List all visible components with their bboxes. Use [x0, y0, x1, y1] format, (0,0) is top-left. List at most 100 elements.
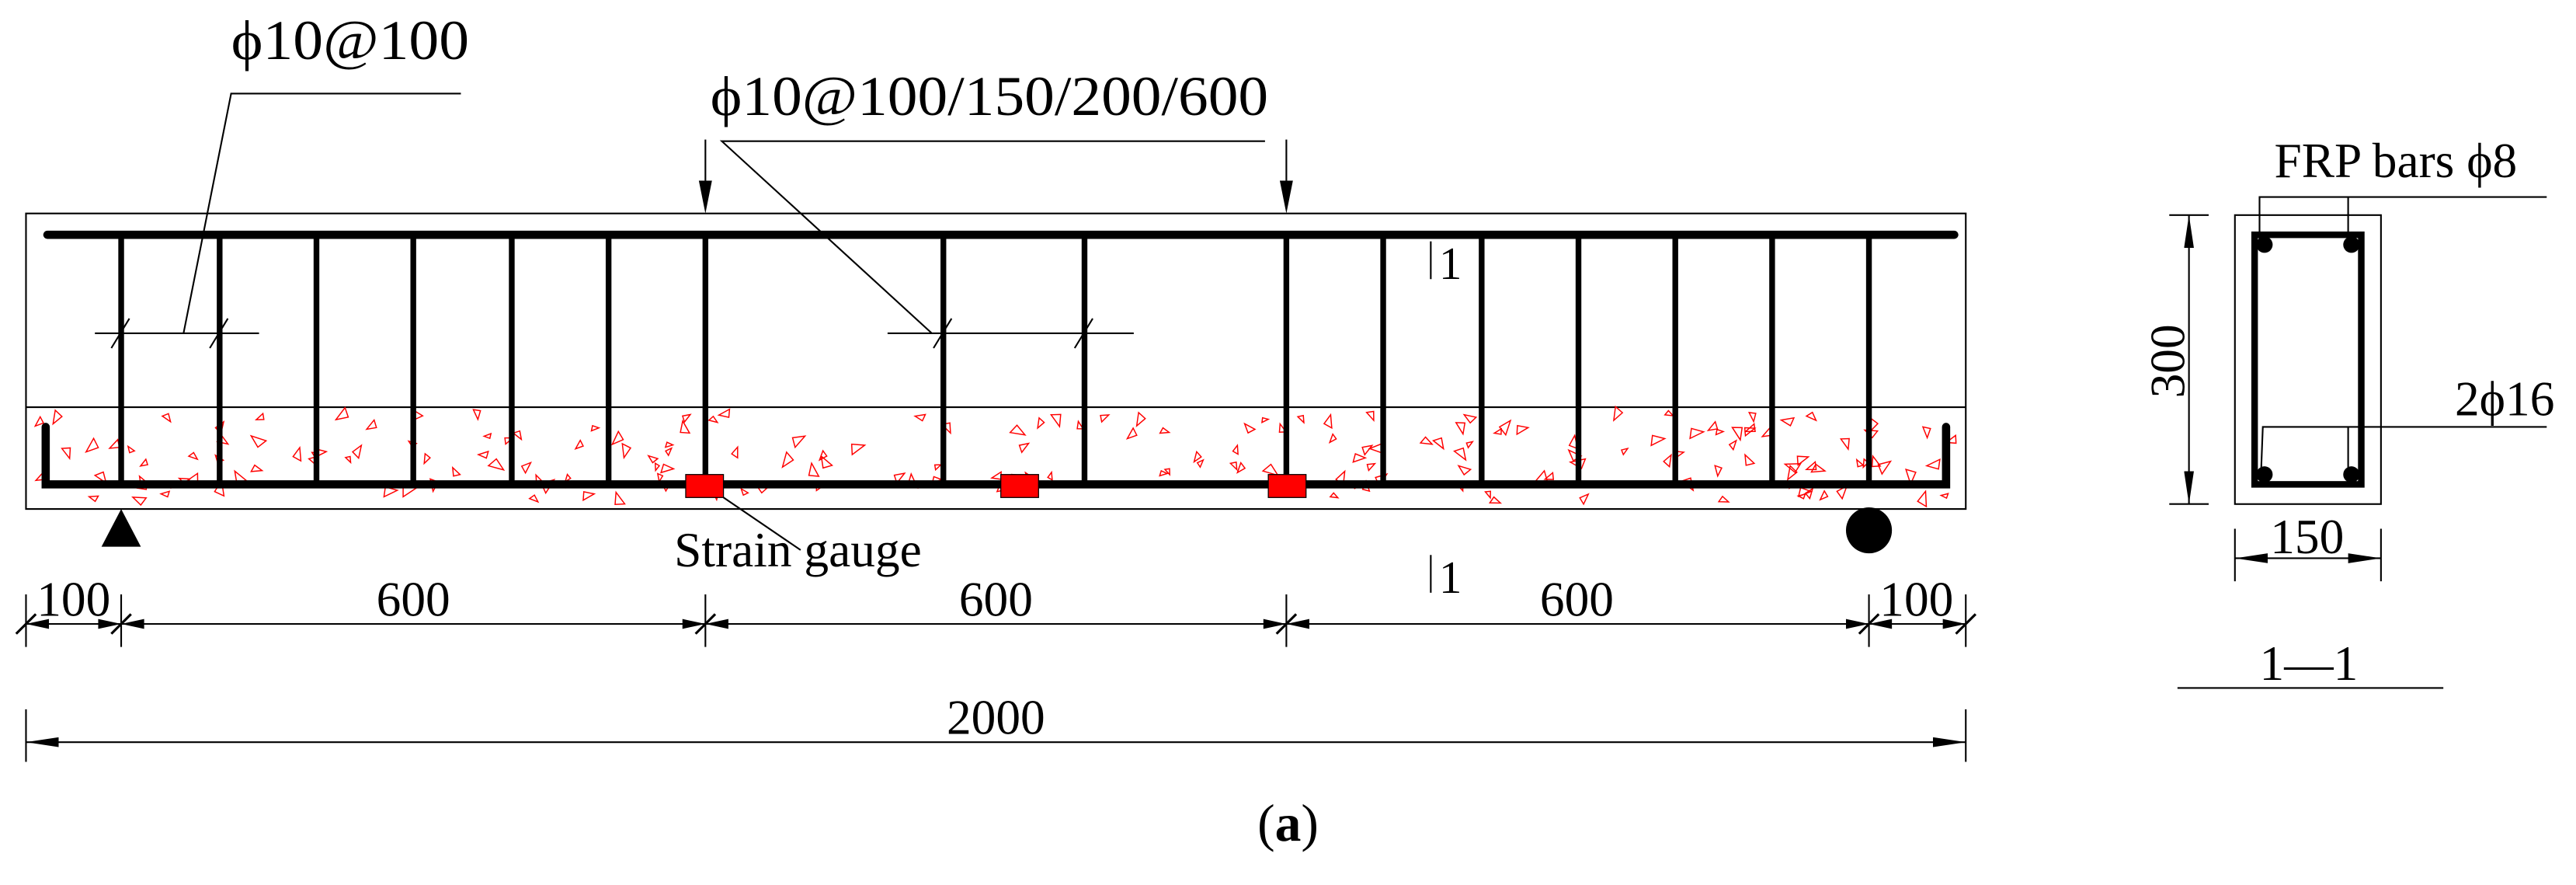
stipple-mark	[139, 458, 149, 467]
stipple-mark	[249, 434, 268, 448]
stipple-mark	[680, 419, 691, 434]
stirrup-label-mid: ϕ10@100/150/200/600	[711, 65, 1268, 127]
stipple-mark	[1328, 433, 1337, 444]
stipple-mark	[808, 462, 820, 477]
stipple-mark	[1455, 422, 1466, 436]
stipple-mark	[1663, 409, 1675, 417]
width-label: 150	[2270, 510, 2344, 564]
stipple-mark	[1612, 405, 1624, 422]
concrete-stipple	[33, 405, 1957, 508]
strain-gauge-leader	[722, 497, 801, 551]
stipple-mark	[1924, 458, 1941, 470]
stipple-mark	[254, 412, 265, 420]
stipple-mark	[1361, 444, 1374, 456]
stipple-mark	[1366, 462, 1377, 472]
stipple-mark	[731, 445, 739, 459]
stipple-mark	[1786, 464, 1798, 481]
strain-gauge	[1000, 474, 1039, 498]
stipple-mark	[791, 435, 807, 449]
stipple-mark	[1945, 434, 1957, 444]
stipple-mark	[292, 445, 302, 462]
stipple-mark	[1805, 411, 1817, 422]
stipple-mark	[1731, 427, 1743, 442]
stipple-mark	[1706, 420, 1719, 431]
stipple-mark	[820, 455, 834, 469]
stipple-mark	[187, 451, 199, 461]
stipple-mark	[512, 430, 523, 441]
load-arrow	[1279, 139, 1293, 214]
stipple-mark	[1810, 463, 1827, 473]
stipple-mark	[476, 450, 489, 459]
dim-label: 100	[37, 572, 110, 626]
stipple-mark	[1323, 413, 1333, 430]
load-arrow	[698, 139, 712, 214]
stipple-mark	[1163, 468, 1170, 476]
stipple-mark	[1836, 484, 1848, 500]
stipple-mark	[850, 443, 867, 456]
stipple-mark	[87, 495, 99, 503]
stipple-mark	[1465, 441, 1474, 449]
stipple-mark	[1905, 469, 1917, 486]
stipple-mark	[1365, 410, 1375, 423]
steel-bar	[2256, 466, 2273, 483]
stipple-mark	[1159, 427, 1171, 434]
section-mark-bottom: 1	[1439, 552, 1462, 603]
stipple-mark	[590, 424, 601, 432]
stipple-mark	[664, 441, 675, 448]
stipple-mark	[1543, 472, 1555, 480]
stipple-mark	[656, 472, 664, 484]
stipple-mark	[1193, 450, 1202, 464]
stipple-mark	[614, 490, 626, 506]
stipple-mark	[1196, 458, 1205, 469]
stipple-mark	[1484, 490, 1491, 500]
stipple-mark	[1871, 455, 1882, 468]
stipple-mark	[1431, 437, 1444, 451]
stipple-mark	[654, 462, 661, 472]
stipple-mark	[334, 406, 349, 421]
frp-bar	[2256, 236, 2273, 253]
roller-support-icon	[1845, 507, 1893, 554]
stipple-mark	[621, 442, 632, 460]
stipple-mark	[482, 432, 492, 440]
stipple-mark	[893, 472, 906, 485]
stipple-mark	[1650, 434, 1667, 447]
stipple-mark	[250, 464, 264, 472]
stipple-mark	[1278, 422, 1288, 434]
stipple-mark	[351, 444, 363, 460]
stipple-mark	[472, 409, 481, 421]
stipple-mark	[647, 455, 659, 464]
stipple-mark	[344, 455, 352, 465]
stipple-mark	[1796, 493, 1806, 500]
stipple-mark	[1579, 493, 1590, 506]
strain-gauge-label: Strain gauge	[674, 523, 922, 577]
stipple-mark	[1804, 487, 1814, 500]
stipple-mark	[740, 487, 749, 497]
stipple-mark	[1921, 426, 1931, 440]
stipple-mark	[131, 497, 148, 507]
stipple-mark	[1839, 437, 1850, 451]
stipple-mark	[1159, 469, 1170, 477]
stipple-mark	[707, 415, 719, 423]
stipple-mark	[1498, 419, 1512, 437]
stipple-mark	[520, 461, 533, 475]
section-mark-top: 1	[1439, 238, 1462, 289]
stipple-mark	[1037, 416, 1045, 430]
beam-elevation: Strain gauge 1 1 ϕ10@100 ϕ10@100/150/200…	[15, 9, 1977, 762]
stipple-mark	[1663, 453, 1672, 469]
stipple-mark	[681, 413, 692, 423]
bottom-bars-label: 2ϕ16	[2455, 372, 2554, 427]
stipple-mark	[1232, 444, 1239, 455]
cross-section: FRP bars ϕ8 2ϕ16 300 150 1—1	[2140, 134, 2554, 691]
top-bars-leader	[2258, 196, 2547, 240]
stipple-mark	[1009, 424, 1027, 436]
stipple-mark	[159, 490, 171, 498]
stipple-mark	[127, 444, 136, 454]
stipple-mark	[1819, 490, 1829, 501]
stipple-mark	[1689, 427, 1705, 440]
stipple-mark	[1462, 413, 1478, 424]
figure-caption: (a)	[1257, 794, 1319, 852]
stipple-mark	[93, 471, 107, 485]
pin-support-icon	[101, 509, 141, 547]
stipple-mark	[1488, 496, 1503, 504]
stipple-mark	[33, 415, 45, 427]
